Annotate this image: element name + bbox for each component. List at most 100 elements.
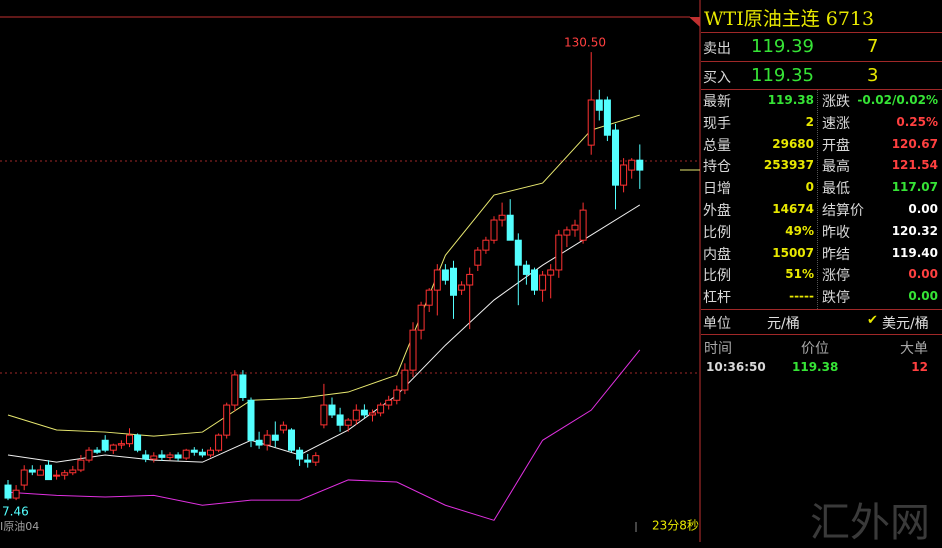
candle-body: [474, 249, 482, 266]
candle-body: [393, 389, 401, 401]
quote-label: 最高: [822, 159, 850, 176]
candle-body: [369, 412, 376, 416]
candle-body: [450, 267, 457, 296]
panel-title: WTI原油主连 6713: [704, 8, 875, 30]
candle-body: [458, 284, 466, 291]
order-price: 119.39: [751, 36, 814, 57]
separator: [701, 61, 942, 62]
candle-body: [595, 99, 603, 111]
candle-body: [36, 469, 44, 476]
candle-body: [271, 434, 279, 441]
quote-panel: WTI原油主连 6713 卖出 119.39 7 买入 119.35 3 最新 119.38 涨跌…: [701, 0, 942, 542]
unit-option[interactable]: 美元/桶: [882, 316, 929, 332]
candle-body: [126, 434, 133, 445]
separator: [701, 89, 942, 90]
order-volume: 3: [867, 65, 879, 86]
quote-value: 15007: [772, 245, 814, 260]
candle-body: [279, 424, 287, 431]
indicator-line: [7, 349, 641, 521]
candle-body: [563, 229, 571, 236]
quote-value: 2: [805, 114, 814, 129]
candle-body: [85, 449, 93, 461]
quote-value: 119.38: [767, 93, 814, 107]
candle-body: [441, 269, 449, 281]
candle-body: [360, 409, 368, 416]
quote-label: 最低: [822, 181, 850, 198]
tick-header: 大单: [900, 341, 928, 357]
candle-body: [93, 449, 101, 453]
candle-body: [77, 459, 85, 471]
candle-body: [433, 269, 441, 291]
candle-body: [223, 404, 231, 436]
quote-value: 119.40: [891, 245, 938, 260]
candle-body: [466, 273, 474, 286]
candle-body: [514, 239, 522, 266]
quote-label: 结算价: [822, 203, 864, 219]
candle-body: [482, 239, 490, 251]
quote-value: 0.25%: [896, 114, 938, 129]
quote-label: 内盘: [703, 246, 731, 263]
candle-body: [506, 214, 514, 241]
candle-body: [4, 484, 12, 499]
check-icon: ✔: [867, 313, 878, 328]
high-label: 130.50: [564, 36, 606, 50]
candle-body: [198, 451, 206, 456]
quote-value: 253937: [763, 158, 814, 173]
quote-label: 外盘: [703, 203, 731, 219]
quote-label: 最新: [703, 94, 731, 110]
candle-body: [409, 329, 417, 371]
candle-body: [190, 449, 198, 453]
separator: [701, 334, 942, 335]
candle-body: [117, 443, 125, 446]
tick-cell: 12: [911, 360, 928, 374]
quote-label: 比例: [703, 268, 731, 285]
candle-body: [150, 455, 158, 460]
candle-body: [344, 419, 352, 426]
candle-body: [555, 234, 563, 271]
candle-body: [531, 269, 538, 291]
quote-label: 涨停: [822, 268, 850, 285]
quote-value: 120.67: [891, 136, 938, 151]
separator: [701, 309, 942, 310]
candle-body: [28, 469, 36, 473]
chart: 130.50 7.46 I原油04 23分8秒: [0, 0, 701, 542]
unit-option[interactable]: 元/桶: [767, 316, 800, 332]
candle-body: [603, 99, 611, 136]
tick-cell: 10:36:50: [706, 360, 766, 374]
candle-body: [263, 434, 271, 446]
countdown: 23分8秒: [652, 519, 699, 533]
candle-body: [166, 454, 174, 458]
candle-body: [69, 469, 77, 474]
quote-value: 121.54: [891, 158, 938, 173]
candle-body: [328, 404, 336, 416]
separator: [701, 32, 942, 33]
quote-value: 49%: [785, 223, 814, 238]
column-divider: [817, 90, 819, 309]
candle-body: [636, 159, 644, 171]
unit-label: 单位: [703, 316, 731, 332]
candle-body: [547, 269, 555, 276]
quote-value: 29680: [772, 136, 814, 151]
quote-value: 117.07: [891, 180, 938, 195]
candle-body: [288, 429, 295, 451]
candle-body: [158, 454, 166, 458]
candle-body: [539, 274, 547, 291]
series-name: I原油04: [0, 519, 39, 533]
quote-label: 昨收: [822, 224, 850, 241]
tick-header: 时间: [704, 341, 732, 357]
candle-body: [247, 399, 255, 441]
candle-body: [255, 439, 263, 446]
quote-label: 速涨: [822, 115, 850, 132]
quote-value: 0.00: [908, 202, 938, 216]
candle-body: [377, 404, 385, 414]
candle-body: [587, 99, 595, 146]
candle-body: [215, 434, 223, 451]
order-volume: 7: [867, 36, 879, 57]
candle-body: [628, 159, 636, 171]
candle-body: [101, 439, 109, 451]
quote-value: 120.32: [891, 223, 938, 238]
candle-body: [174, 454, 182, 459]
corner-mark: [689, 17, 700, 27]
candle-body: [336, 414, 344, 426]
